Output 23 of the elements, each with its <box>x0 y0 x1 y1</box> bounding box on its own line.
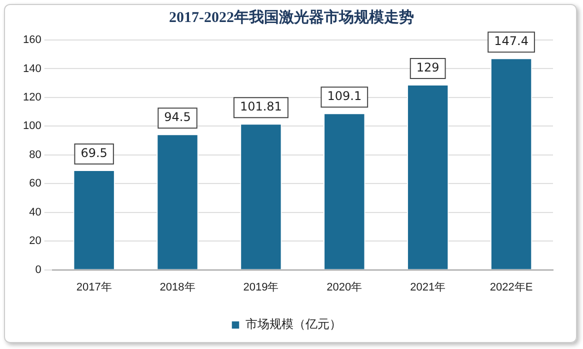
x-tick-label: 2020年 <box>326 281 362 294</box>
data-label: 69.5 <box>80 146 108 160</box>
chart-title: 2017-2022年我国激光器市场规模走势 <box>168 8 415 27</box>
y-tick-label: 40 <box>29 206 42 218</box>
y-tick-label: 20 <box>29 235 42 248</box>
data-label: 94.5 <box>164 110 191 124</box>
x-tick-label: 2017年 <box>76 281 112 294</box>
y-tick-label: 0 <box>35 264 42 276</box>
x-tick-label: 2018年 <box>160 281 196 294</box>
y-tick-label: 140 <box>22 62 42 75</box>
legend-label: 市场规模（亿元） <box>246 317 342 332</box>
y-tick-label: 160 <box>22 34 42 46</box>
data-label: 129 <box>416 60 440 75</box>
x-tick-label: 2019年 <box>243 281 279 294</box>
x-tick-label: 2022年E <box>490 281 533 294</box>
y-tick-label: 120 <box>22 91 42 104</box>
y-tick-label: 60 <box>29 178 42 190</box>
x-tick-label: 2021年 <box>410 281 446 294</box>
y-tick-label: 80 <box>29 148 42 161</box>
y-tick-label: 100 <box>22 120 42 132</box>
data-label: 101.81 <box>240 100 282 114</box>
data-label: 147.4 <box>494 34 528 48</box>
data-label: 109.1 <box>327 89 362 104</box>
